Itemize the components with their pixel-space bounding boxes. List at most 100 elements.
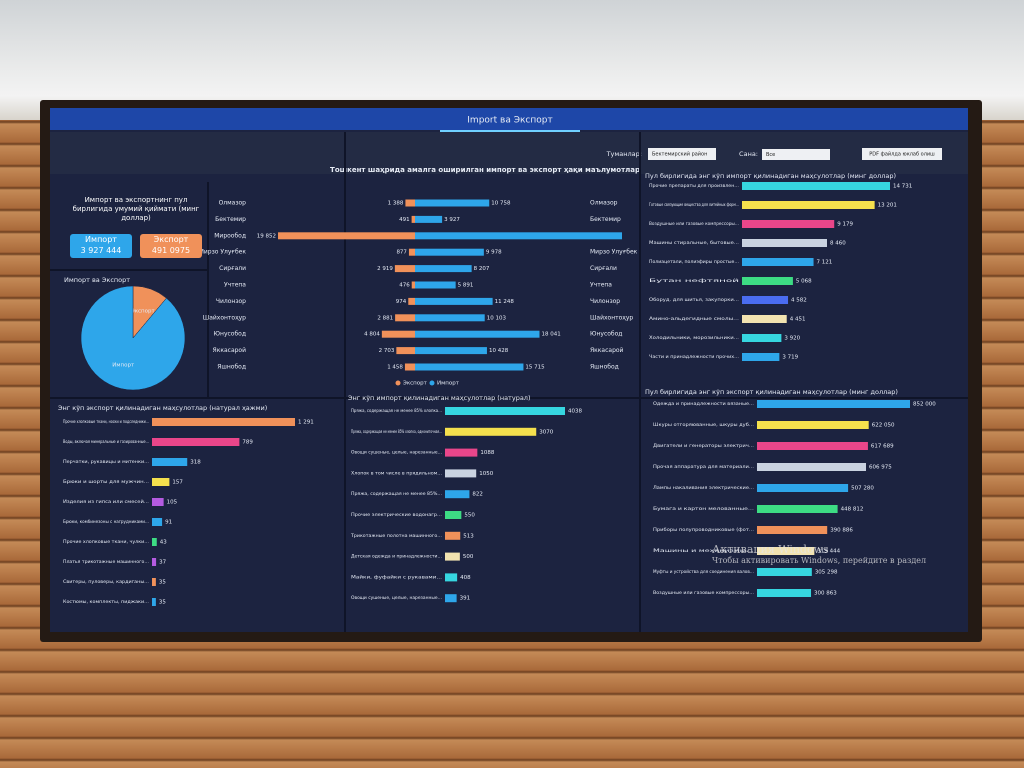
category-label: Изделия из гипса или смесей… [63, 499, 149, 504]
bar [415, 215, 443, 223]
bar [757, 547, 815, 555]
category-label: Олмазор [219, 200, 247, 207]
value-label: 305 298 [815, 570, 838, 576]
bar [757, 505, 838, 513]
category-label: Шкуры отгоряюванные, шкуры дуб… [653, 422, 754, 427]
value-label: 43 [160, 540, 167, 546]
bar [742, 220, 835, 228]
value-label: 8 460 [830, 241, 846, 247]
value-label: 5 891 [458, 283, 474, 289]
category-label: Шайхонтоҳур [590, 314, 633, 321]
bar [408, 248, 415, 256]
bar [445, 490, 470, 499]
watermark-title: Активация Windows [712, 543, 829, 556]
value-label: 491 [399, 217, 410, 223]
legend-label: Импорт [437, 381, 460, 387]
value-label: 1 291 [298, 420, 314, 426]
value-label: 9 978 [486, 250, 502, 256]
category-label: Детская одежда и принадлежности… [351, 554, 442, 559]
value-label: 622 050 [872, 423, 895, 429]
category-label: Полиацетали, полиэфиры простые… [649, 259, 739, 264]
export-label: Экспорт [153, 235, 189, 244]
category-label: Пряжа, содержащая не менее 85% хлопка, о… [351, 429, 442, 434]
value-label: 4038 [568, 409, 582, 415]
category-label: Холодильники, морозильники… [649, 335, 739, 340]
bar [742, 201, 875, 209]
filter-label: Сана: [739, 150, 758, 158]
bar [445, 448, 478, 457]
import-value: 3 927 444 [80, 246, 122, 255]
bar [381, 330, 415, 338]
value-label: 2 881 [377, 315, 393, 321]
import-label: Импорт [85, 235, 117, 244]
category-label: Учтепа [224, 282, 246, 289]
category-label: Майки, фуфайки с рукавами… [351, 574, 442, 579]
download-label: PDF файлда юклаб олиш [869, 151, 935, 158]
value-label: 476 [399, 283, 410, 289]
bar [415, 297, 493, 305]
bar [152, 418, 295, 426]
value-label: 606 975 [869, 465, 892, 471]
bar [152, 598, 156, 606]
category-label: Брюки и шорты для мужчин… [63, 479, 149, 484]
value-label: 4 804 [364, 332, 380, 338]
value-label: 852 000 [913, 402, 936, 408]
bar [152, 498, 164, 506]
value-label: 10 103 [487, 315, 507, 321]
tab-underline [440, 130, 580, 132]
value-label: 37 [159, 560, 166, 566]
category-label: Костюмы, комплекты, пиджаки… [63, 599, 149, 604]
category-label: Пряжа, содержащая не менее 85% хлопка… [351, 408, 442, 413]
value-label: 3 920 [784, 336, 800, 342]
bar [742, 182, 890, 190]
value-label: 390 886 [830, 528, 853, 534]
category-label: Мирзо Улуғбек [199, 249, 247, 256]
category-label: Чилонзор [590, 298, 620, 305]
bar [445, 573, 458, 582]
date-select[interactable] [762, 149, 830, 160]
category-label: Яшнобод [217, 364, 246, 371]
bar [415, 347, 487, 355]
category-label: Машины стиральные, бытовые… [649, 240, 739, 245]
value-label: 35 [159, 580, 166, 586]
bar [757, 421, 869, 429]
value-label: 13 201 [878, 203, 897, 209]
chart-title: Пул бирлигида энг кўп импорт қилинадиган… [645, 172, 896, 180]
value-label: 408 [460, 575, 471, 581]
value-label: 4 582 [791, 298, 807, 304]
bar [742, 353, 780, 361]
category-label: Учтепа [590, 282, 612, 289]
category-label: Мирообод [214, 232, 246, 239]
category-label: Прочие препараты для произвлен… [649, 183, 739, 188]
summary-title: Импорт ва экспортнинг пул бирлигида умум… [72, 196, 200, 222]
bar [757, 526, 828, 534]
value-label: 617 689 [871, 444, 894, 450]
bar [742, 239, 827, 247]
bar [152, 458, 188, 466]
value-label: 550 [464, 513, 475, 519]
bar [415, 330, 540, 338]
value-label: 91 [165, 520, 172, 526]
category-label: Пряжа, содержащая не менее 85%… [351, 491, 442, 496]
district-select[interactable] [648, 148, 716, 160]
export-box: Экспорт 491 0975 [140, 234, 202, 258]
bar [152, 578, 156, 586]
bar [396, 347, 415, 355]
tab[interactable]: Import ва Экспорт [467, 116, 552, 126]
bar [415, 232, 622, 240]
category-label: Воды, включая минеральные и газированные… [63, 439, 149, 444]
category-label: Части и принадлежности прочих… [649, 354, 739, 359]
category-label: Прочие хлопковые ткани, носки и подследн… [63, 419, 149, 424]
download-button[interactable] [862, 148, 942, 160]
bar [408, 297, 415, 305]
value-label: 15 715 [525, 365, 545, 371]
bar [445, 427, 537, 436]
value-label: 300 863 [814, 591, 837, 597]
value-label: 9 179 [837, 222, 853, 228]
category-label: Овощи сушеные, целые, нарезанные… [351, 595, 442, 600]
bar [757, 568, 812, 576]
category-label: Двигатели и генераторы электрич… [653, 443, 754, 448]
